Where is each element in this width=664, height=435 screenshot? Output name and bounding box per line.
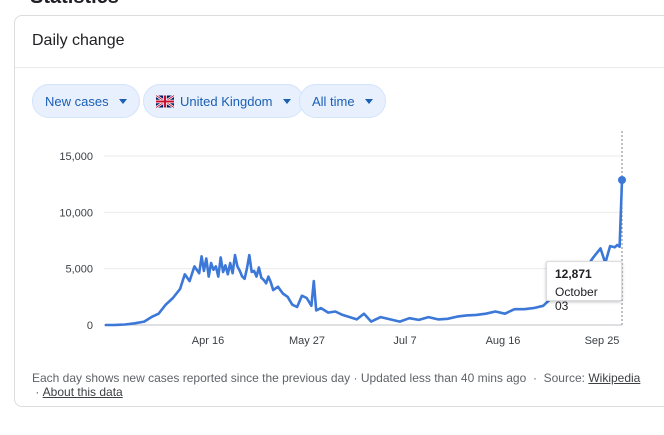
page-heading: Statistics (30, 0, 119, 9)
caret-down-icon (282, 98, 291, 104)
card-title: Daily change (32, 32, 125, 49)
about-data-link[interactable]: About this data (42, 385, 123, 399)
x-tick-label: Sep 25 (585, 335, 620, 347)
y-tick-label: 0 (87, 320, 93, 332)
caret-down-icon (118, 98, 127, 104)
x-tick-label: Apr 16 (192, 335, 224, 347)
footer-note: Each day shows new cases reported since … (32, 371, 527, 385)
source-label: Source: (543, 371, 585, 385)
y-tick-label: 10,000 (59, 207, 93, 219)
chart-footer: Each day shows new cases reported since … (32, 371, 641, 399)
location-dropdown-label: United Kingdom (180, 93, 273, 109)
chart-tooltip: 12,871 October 03 (546, 261, 622, 313)
x-tick-label: May 27 (289, 335, 325, 347)
tooltip-date: October 03 (555, 285, 598, 313)
uk-flag-icon (156, 94, 174, 108)
tooltip-value: 12,871 (555, 267, 592, 281)
series-line (104, 178, 624, 327)
source-link[interactable]: Wikipedia (588, 371, 641, 385)
range-dropdown[interactable]: All time (299, 84, 386, 118)
x-tick-label: Jul 7 (393, 335, 416, 347)
metric-dropdown-label: New cases (45, 93, 109, 109)
metric-dropdown[interactable]: New cases (32, 84, 140, 118)
header-divider (15, 67, 664, 68)
caret-down-icon (364, 98, 373, 104)
y-tick-label: 15,000 (59, 151, 93, 163)
location-dropdown[interactable]: United Kingdom (143, 84, 304, 118)
highlight-point (618, 175, 626, 184)
daily-change-card: Daily change New cases United Kingdom Al… (14, 15, 664, 407)
x-tick-label: Aug 16 (486, 335, 521, 347)
range-dropdown-label: All time (312, 93, 355, 109)
y-tick-label: 5,000 (65, 264, 93, 276)
